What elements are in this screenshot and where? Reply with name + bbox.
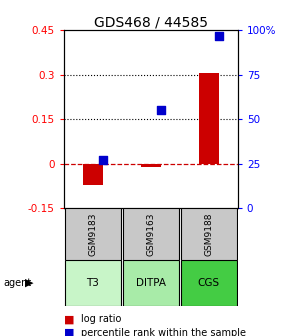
Text: CGS: CGS [198, 278, 220, 288]
Bar [123, 208, 179, 260]
Bar [141, 164, 161, 167]
Text: GSM9183: GSM9183 [88, 213, 97, 256]
Text: ■: ■ [64, 328, 74, 336]
Text: ■: ■ [64, 314, 74, 324]
Bar [83, 164, 103, 184]
Text: percentile rank within the sample: percentile rank within the sample [81, 328, 246, 336]
Text: DITPA: DITPA [136, 278, 166, 288]
Point [159, 108, 164, 113]
Text: GSM9163: GSM9163 [146, 213, 155, 256]
Bar [199, 73, 219, 164]
Point [217, 33, 222, 38]
Bar [181, 260, 237, 306]
Text: T3: T3 [86, 278, 99, 288]
Bar [181, 208, 237, 260]
Text: GSM9188: GSM9188 [204, 213, 213, 256]
Text: ▶: ▶ [25, 278, 33, 288]
Title: GDS468 / 44585: GDS468 / 44585 [94, 15, 208, 29]
Text: log ratio: log ratio [81, 314, 122, 324]
Bar [65, 260, 121, 306]
Text: agent: agent [3, 278, 31, 288]
Bar [65, 208, 121, 260]
Point [101, 158, 106, 163]
Bar [123, 260, 179, 306]
